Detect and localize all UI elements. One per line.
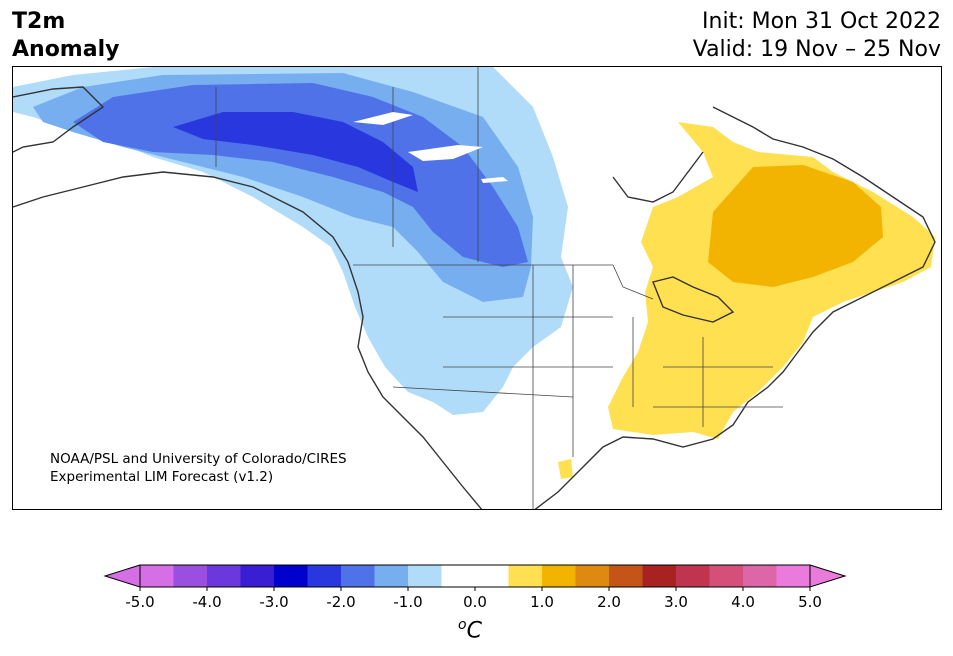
great-slave-lake [353, 112, 413, 125]
colorbar-swatch [441, 565, 476, 587]
colorbar-extend-low [103, 564, 141, 588]
forecast-dates: Init: Mon 31 Oct 2022 Valid: 19 Nov – 25… [693, 8, 941, 64]
colorbar-tick-label: -2.0 [326, 593, 355, 611]
unit-base: C [466, 618, 482, 644]
colorbar-swatch [743, 565, 777, 587]
colorbar-swatch [609, 565, 643, 587]
title-line-2: Anomaly [12, 37, 120, 62]
map-graphic [13, 67, 936, 509]
map-title: T2m Anomaly [12, 8, 119, 64]
credit-line-2: Experimental LIM Forecast (v1.2) [50, 469, 274, 485]
init-date: Init: Mon 31 Oct 2022 [702, 9, 941, 34]
colorbar-tick-label: 1.0 [530, 593, 554, 611]
colorbar-swatch [676, 565, 710, 587]
colorbar-swatch [307, 565, 342, 587]
lake-winnipeg [481, 177, 508, 183]
colorbar-swatch [207, 565, 241, 587]
colorbar-swatch [575, 565, 610, 587]
colorbar-swatch [508, 565, 543, 587]
colorbar-swatch [776, 565, 811, 587]
colorbar-swatch [240, 565, 275, 587]
colorbar-tick-label: -3.0 [259, 593, 288, 611]
colorbar-swatch [542, 565, 576, 587]
colorbar-swatch [642, 565, 677, 587]
colorbar-swatch [709, 565, 744, 587]
coastlines [13, 86, 936, 509]
title-line-1: T2m [12, 9, 66, 34]
anomaly-map: NOAA/PSL and University of Colorado/CIRE… [12, 66, 942, 510]
colorbar-swatch [173, 565, 208, 587]
colorbar-extend-high [809, 564, 847, 588]
colorbar-swatch [341, 565, 375, 587]
colorbar-tick-label: 5.0 [798, 593, 822, 611]
great-bear-lake [408, 145, 483, 161]
valid-range: Valid: 19 Nov – 25 Nov [692, 37, 941, 62]
colorbar-tick-label: -1.0 [393, 593, 422, 611]
warm-anomaly-isolated [558, 459, 573, 479]
colorbar-tick-label: 2.0 [597, 593, 621, 611]
colorbar-tick-label: 0.0 [463, 593, 487, 611]
colorbar-swatch [374, 565, 409, 587]
colorbar-tick-label: -4.0 [192, 593, 221, 611]
warm-anomaly-mid [708, 165, 883, 287]
colorbar: -5.0 -4.0 -3.0 -2.0 -1.0 0.0 1.0 2.0 3.0 4.0 5.0 [100, 560, 860, 616]
unit-superscript: o [458, 617, 467, 633]
colorbar-swatch [408, 565, 442, 587]
colorbar-graphic: -5.0 -4.0 -3.0 -2.0 -1.0 0.0 1.0 2.0 3.0 4.0 5.0 [103, 564, 847, 611]
colorbar-swatch [274, 565, 308, 587]
colorbar-tick-label: 4.0 [731, 593, 755, 611]
colorbar-swatch [140, 565, 174, 587]
colorbar-swatch [475, 565, 509, 587]
colorbar-tick-label: -5.0 [125, 593, 154, 611]
colorbar-unit: oC [458, 617, 482, 643]
political-borders [215, 67, 783, 509]
colorbar-tick-label: 3.0 [664, 593, 688, 611]
cold-anomaly-core [173, 112, 418, 192]
credit-line-1: NOAA/PSL and University of Colorado/CIRE… [50, 451, 347, 467]
map-credit: NOAA/PSL and University of Colorado/CIRE… [50, 450, 347, 486]
